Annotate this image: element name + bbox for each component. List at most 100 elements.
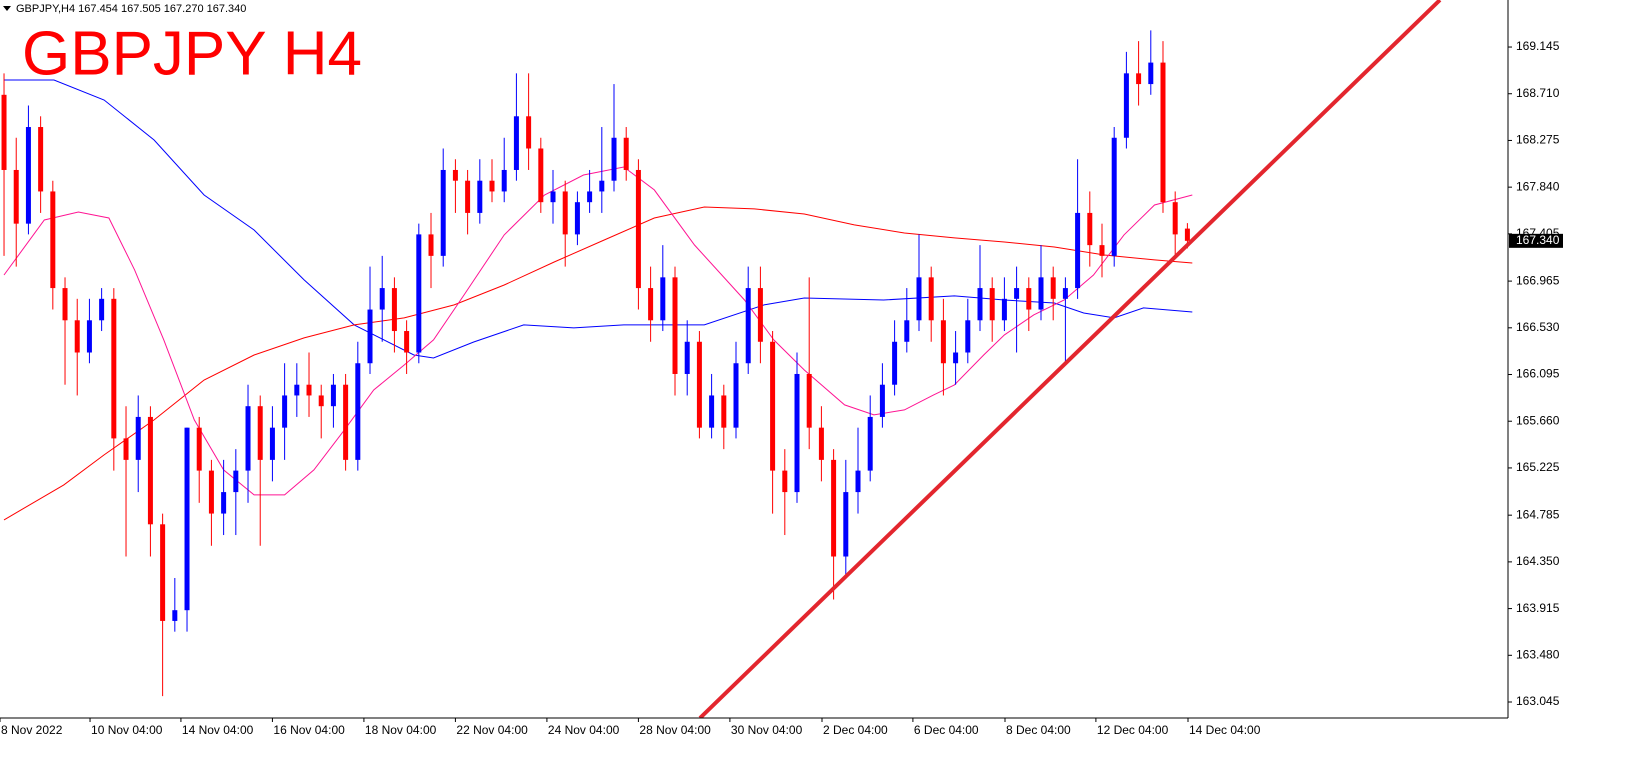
candle-body — [1001, 298, 1007, 321]
candle-body — [477, 180, 483, 213]
candle-body — [367, 309, 373, 364]
x-tick-label: 18 Nov 04:00 — [365, 723, 437, 737]
candle-body — [74, 320, 80, 353]
y-tick-label: 163.915 — [1516, 601, 1560, 615]
candle-body — [1111, 137, 1117, 256]
moving-average — [4, 79, 1193, 359]
candle-body — [745, 288, 751, 364]
y-tick-label: 163.480 — [1516, 647, 1560, 661]
candle-body — [1123, 73, 1129, 138]
candle-body — [172, 610, 178, 621]
candle-body — [550, 191, 556, 203]
candle-body — [574, 202, 580, 235]
candle-body — [770, 341, 776, 471]
trendline — [698, 0, 1442, 718]
current-price-label: 167.340 — [1516, 233, 1560, 247]
candle-body — [1148, 62, 1154, 85]
candle-body — [928, 277, 934, 321]
x-tick-label: 2 Dec 04:00 — [823, 723, 888, 737]
candle-body — [1160, 62, 1166, 203]
x-tick-label: 22 Nov 04:00 — [456, 723, 528, 737]
candle-body — [379, 288, 385, 310]
candle-body — [196, 427, 202, 471]
candle-body — [526, 116, 532, 149]
candle-body — [892, 341, 898, 385]
candle-body — [135, 416, 141, 460]
candle-body — [465, 180, 471, 213]
x-tick-label: 12 Dec 04:00 — [1097, 723, 1169, 737]
candle-body — [611, 137, 617, 181]
candle-body — [916, 277, 922, 321]
candle-body — [940, 320, 946, 364]
chart-title: GBPJPY H4 — [22, 19, 362, 88]
candle-body — [965, 320, 971, 353]
candle-body — [440, 169, 446, 256]
candle-body — [391, 288, 397, 332]
candle-body — [282, 395, 288, 428]
y-tick-label: 164.785 — [1516, 507, 1560, 521]
moving-average — [3, 206, 1193, 521]
x-tick-label: 8 Dec 04:00 — [1006, 723, 1071, 737]
candle-body — [538, 148, 544, 203]
candle-body — [343, 384, 349, 460]
candle-body — [831, 459, 837, 557]
x-tick-label: 8 Nov 2022 — [1, 723, 63, 737]
candle-body — [452, 169, 458, 181]
candle-body — [221, 492, 227, 514]
candle-body — [269, 427, 275, 460]
candle-body — [684, 341, 690, 374]
candle-body — [1099, 245, 1105, 256]
candle-body — [721, 395, 727, 428]
candle-body — [635, 169, 641, 289]
candle-body — [1062, 288, 1068, 299]
candle-body — [1136, 73, 1142, 85]
y-tick-label: 165.660 — [1516, 413, 1560, 427]
candle-body — [757, 288, 763, 342]
y-tick-label: 166.530 — [1516, 320, 1560, 334]
candle-body — [1, 94, 7, 170]
current-price-box — [1509, 233, 1563, 248]
candle-body — [696, 341, 702, 428]
plot-area — [1, 0, 1442, 718]
candle-body — [587, 191, 593, 203]
candle-body — [257, 406, 263, 460]
candle-body — [62, 288, 68, 321]
candle-body — [1184, 228, 1190, 241]
candle-body — [208, 470, 214, 514]
candle-body — [306, 384, 312, 396]
candle-body — [709, 395, 715, 428]
candle-body — [904, 320, 910, 342]
candle-body — [672, 277, 678, 374]
y-tick-label: 166.965 — [1516, 273, 1560, 287]
candle-body — [867, 416, 873, 471]
candle-body — [879, 384, 885, 417]
x-tick-label: 30 Nov 04:00 — [731, 723, 803, 737]
header-icon — [3, 6, 11, 11]
y-tick-label: 163.045 — [1516, 694, 1560, 708]
candle-body — [501, 169, 507, 192]
candle-body — [1087, 212, 1093, 246]
candle-body — [330, 384, 336, 407]
y-tick-label: 166.095 — [1516, 367, 1560, 381]
candle-body — [660, 277, 666, 321]
candle-body — [989, 288, 995, 321]
x-tick-label: 14 Nov 04:00 — [182, 723, 254, 737]
candle-body — [782, 470, 788, 493]
candle-body — [953, 352, 959, 364]
y-tick-label: 164.350 — [1516, 554, 1560, 568]
candle-body — [318, 395, 324, 407]
candle-body — [818, 427, 824, 460]
candle-body — [416, 234, 422, 353]
candle-body — [50, 191, 56, 289]
x-tick-label: 10 Nov 04:00 — [91, 723, 163, 737]
candle-body — [794, 373, 800, 493]
y-tick-label: 167.840 — [1516, 179, 1560, 193]
candle-body — [855, 470, 861, 493]
candle-body — [111, 298, 117, 439]
candle-body — [513, 116, 519, 170]
x-tick-label: 16 Nov 04:00 — [273, 723, 345, 737]
candle-body — [599, 180, 605, 192]
x-tick-label: 28 Nov 04:00 — [639, 723, 711, 737]
